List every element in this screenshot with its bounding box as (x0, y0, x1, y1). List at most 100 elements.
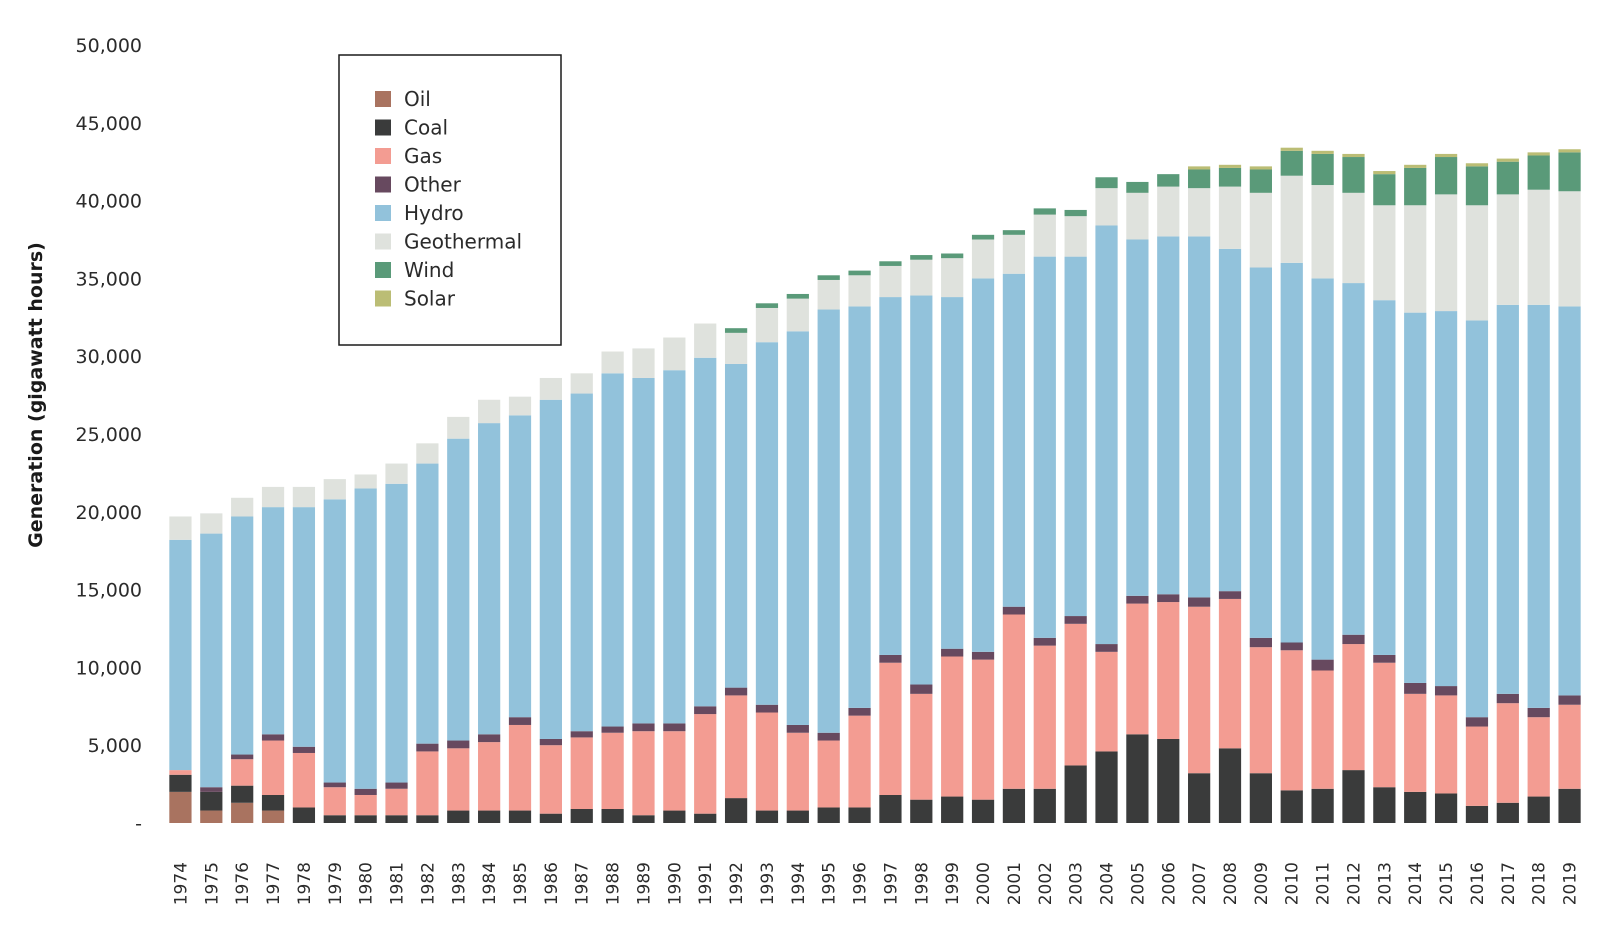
bar-segment-gas (910, 693, 933, 800)
bar-segment-coal (601, 809, 624, 823)
x-tick-label: 1987 (573, 862, 593, 905)
bar-segment-hydro (1342, 283, 1365, 635)
bar-segment-gas (261, 740, 285, 795)
x-tick-label: 1979 (326, 862, 346, 905)
bar-segment-hydro (231, 516, 254, 755)
bar-segment-coal (1218, 748, 1242, 823)
bar-segment-hydro (261, 507, 285, 735)
x-tick-label: 2006 (1159, 862, 1179, 905)
x-tick-label: 2007 (1190, 862, 1210, 905)
bar-segment-coal (1434, 793, 1458, 823)
bar-segment-solar (1465, 163, 1489, 167)
bar-segment-coal (1188, 773, 1211, 823)
bar-segment-gas (1033, 645, 1056, 789)
bar-segment-geothermal (1157, 186, 1180, 237)
bar-segment-geothermal (385, 463, 408, 484)
x-tick-label: 2002 (1036, 862, 1056, 905)
bar-segment-solar (1311, 150, 1334, 154)
bar-segment-gas (447, 748, 470, 811)
bar-segment-hydro (508, 415, 532, 718)
bar-segment-geothermal (601, 351, 624, 374)
bar-segment-geothermal (1434, 194, 1458, 312)
bar-segment-gas (416, 751, 439, 816)
x-tick-label: 2001 (1005, 862, 1025, 905)
bar-segment-oil (200, 810, 223, 823)
bar-segment-wind (910, 255, 933, 260)
bar-segment-gas (1188, 606, 1211, 774)
bar-segment-other (1157, 594, 1180, 603)
bar-segment-wind (1342, 157, 1365, 193)
bar-segment-hydro (354, 488, 377, 789)
bar-segment-solar (1434, 153, 1458, 158)
bar-segment-hydro (632, 377, 655, 724)
bar-segment-coal (848, 807, 871, 823)
x-tick-label: 1993 (758, 862, 778, 905)
bar-segment-geothermal (323, 479, 346, 500)
bar-segment-geothermal (570, 373, 593, 394)
bar-segment-other (539, 738, 562, 746)
bar-segment-geothermal (200, 513, 223, 534)
bar-segment-geothermal (508, 396, 532, 416)
bar-segment-wind (1465, 166, 1489, 206)
bar-segment-geothermal (1558, 191, 1581, 307)
x-tick-label: 1978 (295, 862, 315, 905)
bar-segment-gas (292, 752, 316, 808)
bar-segment-hydro (1157, 236, 1180, 595)
bar-segment-coal (323, 815, 346, 823)
bar-segment-geothermal (755, 307, 779, 343)
bar-segment-geothermal (1002, 234, 1026, 274)
y-tick-label: - (135, 813, 142, 835)
bar-segment-geothermal (817, 279, 840, 310)
bar-segment-hydro (663, 370, 686, 724)
bar-segment-other (1002, 606, 1026, 615)
y-tick-label: 35,000 (76, 268, 142, 290)
bar-segment-coal (447, 810, 470, 823)
legend-swatch-hydro (375, 205, 391, 221)
bar-segment-gas (539, 745, 562, 814)
bar-segment-geothermal (1280, 175, 1303, 263)
legend-swatch-geothermal (375, 233, 391, 250)
bar-segment-solar (1342, 153, 1365, 158)
bar-segment-gas (1527, 717, 1550, 797)
x-tick-label: 2013 (1375, 862, 1395, 905)
bar-segment-wind (1126, 181, 1149, 193)
bar-segment-other (694, 706, 717, 715)
legend-label-solar: Solar (404, 287, 456, 311)
bar-segment-geothermal (879, 265, 902, 298)
bar-segment-other (1280, 642, 1303, 651)
bar-segment-geothermal (694, 323, 717, 358)
y-axis: - 5,000 10,000 15,000 20,000 25,000 30,000 35,0… (76, 35, 142, 835)
bar-segment-coal (755, 810, 779, 823)
bar-segment-geothermal (941, 258, 964, 298)
bar-segment-geothermal (261, 486, 285, 508)
bar-segment-solar (1373, 171, 1396, 175)
bar-segment-gas (848, 715, 871, 808)
legend: Oil Coal Gas Other Hydro Geothermal Wind Solar (338, 54, 562, 346)
bar-segment-other (971, 651, 995, 660)
x-tick-label: 2008 (1221, 862, 1241, 905)
y-tick-label: 30,000 (76, 346, 142, 368)
bar-segment-geothermal (848, 275, 871, 307)
bar-segment-gas (1342, 644, 1365, 771)
x-tick-label: 1983 (449, 862, 469, 905)
legend-swatch-coal (375, 119, 391, 136)
bar-segment-gas (632, 731, 655, 816)
bar-segment-gas (663, 731, 686, 811)
x-tick-label: 1975 (202, 862, 222, 905)
bar-segment-hydro (385, 483, 408, 783)
bar-segment-gas (755, 712, 779, 811)
bar-segment-gas (570, 737, 593, 809)
bar-segment-gas (323, 787, 346, 816)
bar-segment-coal (416, 815, 439, 823)
x-tick-label: 2011 (1314, 862, 1334, 905)
x-tick-label: 1994 (789, 862, 809, 905)
bar-segment-other (292, 746, 316, 753)
x-tick-label: 1986 (542, 862, 562, 905)
bar-segment-coal (632, 815, 655, 823)
bar-segment-gas (1064, 623, 1087, 766)
x-tick-label: 2005 (1128, 862, 1148, 905)
bar-segment-other (416, 743, 439, 752)
bar-segment-hydro (292, 507, 316, 747)
bar-segment-other (1527, 707, 1550, 718)
x-tick-label: 2015 (1437, 862, 1457, 905)
